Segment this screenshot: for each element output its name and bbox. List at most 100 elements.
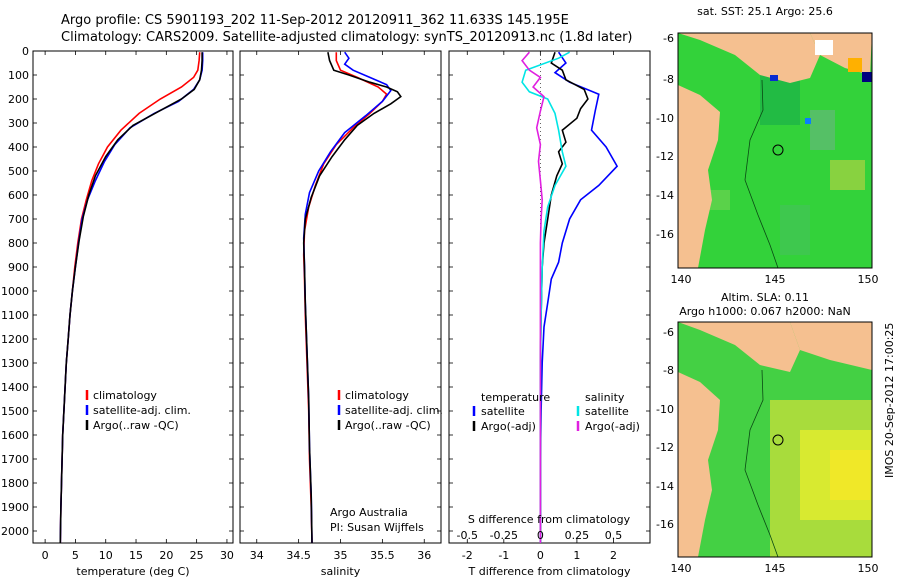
y-tick-label: 500	[8, 165, 29, 178]
s-diff-axis-label: S difference from climatology	[468, 513, 631, 526]
sst-patch	[780, 205, 810, 255]
x-tick-label: 34.5	[286, 549, 311, 562]
legend-title-salinity: salinity	[585, 391, 625, 404]
y-tick-label: 200	[8, 93, 29, 106]
sst-map-title: sat. SST: 25.1 Argo: 25.6	[697, 5, 833, 18]
x-tick-label: 1	[573, 549, 580, 562]
x-tick-label: 36	[417, 549, 431, 562]
axes-frame	[32, 50, 234, 544]
sla-map-frame	[677, 321, 873, 558]
x-axis-label: salinity	[321, 565, 361, 578]
y-tick-label: 1800	[1, 477, 29, 490]
cold-pixel	[862, 72, 872, 82]
argo-float-marker	[772, 434, 784, 446]
x-tick-label: 0	[42, 549, 49, 562]
sla-map-xtick: 150	[858, 562, 879, 575]
x-tick-label: 15	[129, 549, 143, 562]
series-line	[521, 51, 570, 543]
s-diff-tick-label: 0	[537, 529, 544, 542]
sst-map-frame	[677, 32, 873, 269]
axes-frame	[239, 50, 442, 544]
x-axis-label: T difference from climatology	[468, 565, 631, 578]
y-tick-label: 1000	[1, 285, 29, 298]
legend-label: Argo(..raw -QC)	[345, 419, 431, 432]
y-tick-label: 300	[8, 117, 29, 130]
sla-map-ytick: -8	[663, 364, 674, 377]
sst-map-ytick: -16	[656, 228, 674, 241]
x-tick-label: 30	[220, 549, 234, 562]
series-line	[539, 51, 589, 543]
legend-label: Argo(-adj)	[585, 420, 640, 433]
series-line	[302, 52, 402, 544]
salinity-panel: 34 34.5 35 35.5 36 salinity climatology satelli…	[239, 50, 443, 578]
sst-map-ytick: -14	[656, 189, 674, 202]
x-tick-label: 34	[250, 549, 264, 562]
sst-map-ytick: -10	[656, 112, 674, 125]
reef-contour	[744, 369, 779, 558]
axes-frame	[448, 50, 651, 544]
cold-pixel	[805, 118, 811, 124]
argo-float-marker	[772, 144, 784, 156]
sla-map-subtitle: Argo h1000: 0.067 h2000: NaN	[679, 305, 851, 318]
series-line	[302, 51, 392, 544]
cloud-mask	[815, 40, 833, 55]
y-tick-label: 1500	[1, 405, 29, 418]
series-line	[539, 51, 619, 543]
s-diff-tick-label: -0.25	[490, 529, 518, 542]
sla-map-xtick: 145	[765, 562, 786, 575]
cape-york-land	[678, 85, 720, 268]
sst-map-xtick: 150	[858, 273, 879, 286]
sst-patch	[810, 110, 835, 150]
sst-map: sat. SST: 25.1 Argo: 25.6 -6 -8 -10 -12 …	[656, 5, 878, 286]
sla-map-ytick: -6	[663, 326, 674, 339]
sla-map-ytick: -10	[656, 403, 674, 416]
legend-label: satellite	[481, 405, 525, 418]
y-tick-label: 800	[8, 237, 29, 250]
s-diff-tick-label: -0.5	[457, 529, 478, 542]
sst-map-ticks: -6 -8 -10 -12 -14 -16 140 145 150	[656, 32, 878, 286]
y-tick-label: 1100	[1, 309, 29, 322]
warm-pixel	[848, 58, 862, 72]
y-tick-label: 700	[8, 213, 29, 226]
climatology-title: Climatology: CARS2009. Satellite-adjuste…	[61, 30, 633, 45]
s-diff-tick-label: 0.5	[605, 529, 623, 542]
x-tick-label: -2	[462, 549, 473, 562]
y-tick-label: 100	[8, 69, 29, 82]
s-diff-tick-label: 0.25	[565, 529, 590, 542]
sst-map-xtick: 140	[671, 273, 692, 286]
sla-map: Altim. SLA: 0.11 Argo h1000: 0.067 h2000…	[656, 291, 878, 575]
y-tick-label: 1600	[1, 429, 29, 442]
sst-map-xtick: 145	[765, 273, 786, 286]
y-tick-label: 600	[8, 189, 29, 202]
y-tick-label: 1900	[1, 501, 29, 514]
y-tick-label: 1200	[1, 333, 29, 346]
sst-map-ytick: -12	[656, 150, 674, 163]
x-axis-label: temperature (deg C)	[76, 565, 189, 578]
x-tick-label: 0	[537, 549, 544, 562]
institution-label: Argo Australia	[330, 506, 408, 519]
y-tick-label: 1700	[1, 453, 29, 466]
sla-patch	[830, 450, 870, 500]
x-tick-label: 10	[99, 549, 113, 562]
y-tick-label: 900	[8, 261, 29, 274]
y-tick-label: 2000	[1, 525, 29, 538]
sla-map-ytick: -16	[656, 518, 674, 531]
series-line	[59, 52, 201, 544]
reef-contour	[744, 79, 779, 269]
sst-patch	[830, 160, 865, 190]
y-tick-label: 0	[22, 45, 29, 58]
new-guinea-land	[678, 322, 800, 372]
x-tick-label: 35.5	[370, 549, 395, 562]
x-tick-label: -1	[498, 549, 509, 562]
new-guinea-land	[678, 33, 820, 83]
sla-map-ticks: -6 -8 -10 -12 -14 -16 140 145 150	[656, 326, 878, 575]
legend-label: satellite	[585, 405, 629, 418]
sla-map-ytick: -12	[656, 441, 674, 454]
y-tick-label: 400	[8, 141, 29, 154]
legend-label: satellite-adj. clim.	[93, 404, 191, 417]
series-line	[521, 51, 545, 543]
y-tick-label: 1300	[1, 357, 29, 370]
legend-label: climatology	[345, 389, 409, 402]
cold-pixel	[770, 75, 778, 81]
